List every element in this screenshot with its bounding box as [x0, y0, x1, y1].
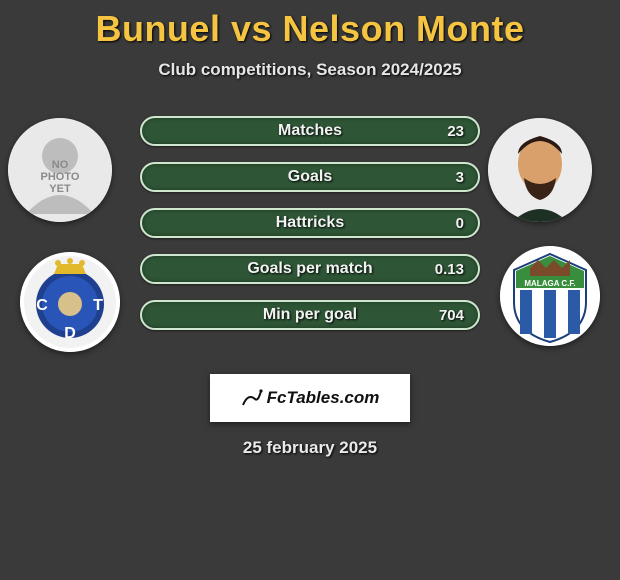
player2-avatar [488, 118, 592, 222]
stat-value: 704 [439, 302, 464, 328]
subtitle: Club competitions, Season 2024/2025 [0, 60, 620, 80]
brand-text: FcTables.com [267, 388, 380, 408]
player1-avatar: NO PHOTO YET [8, 118, 112, 222]
comparison-title: Bunuel vs Nelson Monte [0, 0, 620, 50]
stat-bar: Goals 3 [140, 162, 480, 192]
svg-text:PHOTO: PHOTO [41, 171, 80, 183]
svg-text:NO: NO [52, 159, 69, 171]
player2-name: Nelson Monte [283, 8, 525, 49]
date-text: 25 february 2025 [0, 438, 620, 458]
stat-bars: Matches 23 Goals 3 Hattricks 0 Goals per… [140, 116, 480, 346]
brand-box: FcTables.com [210, 374, 410, 422]
stat-bar: Goals per match 0.13 [140, 254, 480, 284]
stat-label: Goals [142, 164, 478, 190]
stat-value: 0 [456, 210, 464, 236]
stat-label: Min per goal [142, 302, 478, 328]
player1-name: Bunuel [95, 8, 220, 49]
stat-bar: Min per goal 704 [140, 300, 480, 330]
stat-bar: Matches 23 [140, 116, 480, 146]
stat-label: Matches [142, 118, 478, 144]
stat-value: 3 [456, 164, 464, 190]
vs-text: vs [231, 8, 272, 49]
stat-label: Hattricks [142, 210, 478, 236]
stat-value: 0.13 [435, 256, 464, 282]
svg-text:D: D [64, 325, 76, 342]
svg-text:YET: YET [49, 183, 71, 195]
player1-club-badge: C T D [20, 252, 120, 352]
brand-icon [241, 387, 263, 409]
svg-text:MALAGA C.F.: MALAGA C.F. [524, 279, 575, 288]
stat-bar: Hattricks 0 [140, 208, 480, 238]
stat-value: 23 [447, 118, 464, 144]
comparison-stage: NO PHOTO YET C T D [0, 110, 620, 370]
svg-text:T: T [93, 297, 103, 314]
stat-label: Goals per match [142, 256, 478, 282]
svg-text:C: C [36, 297, 48, 314]
player2-club-badge: MALAGA C.F. [500, 246, 600, 346]
